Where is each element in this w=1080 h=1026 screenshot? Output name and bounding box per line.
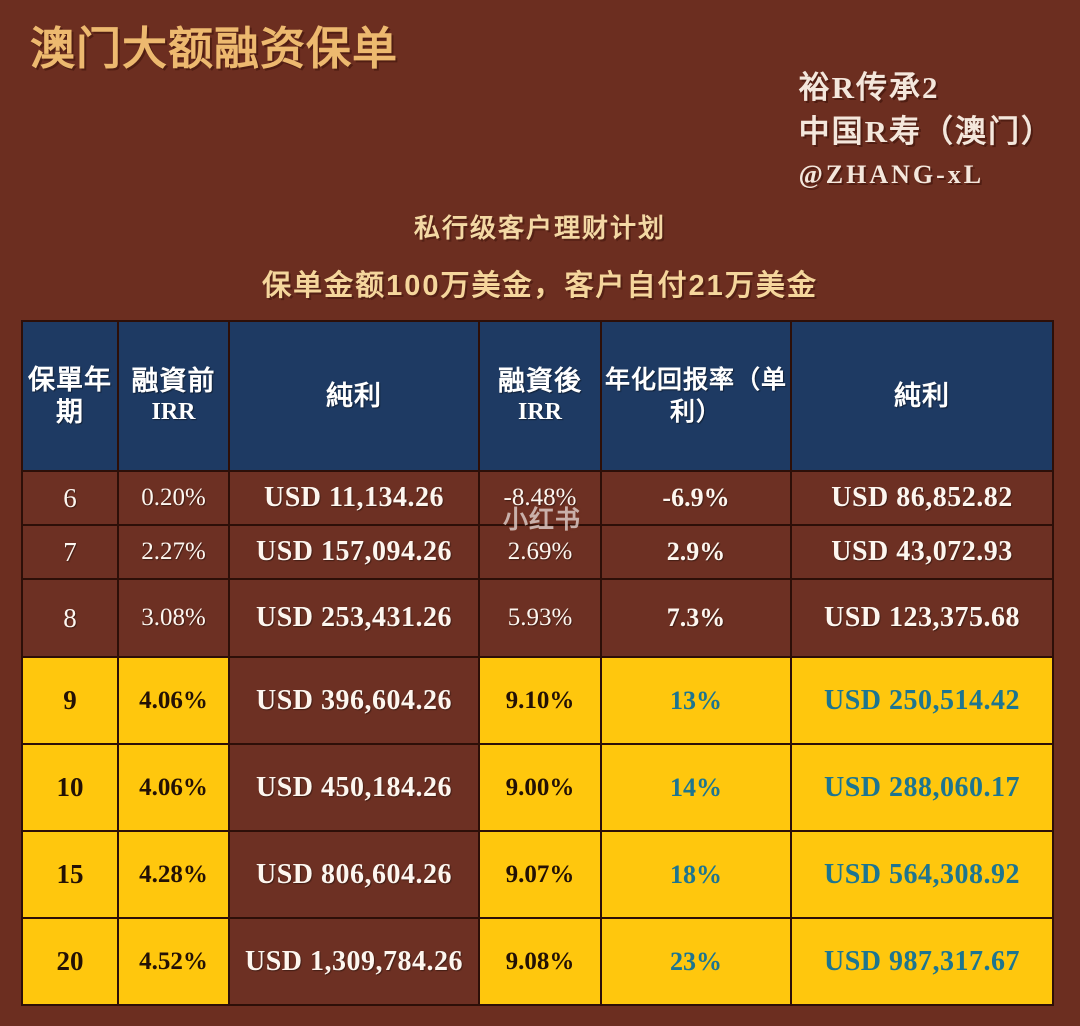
cell-irr-pre: 4.28% [117,830,230,919]
column-header-irr-pre: 融資前 IRR [117,320,230,472]
column-header-irr-pre-label: 融資前 [131,366,216,396]
cell-irr-post: 9.08% [478,917,602,1006]
brand-block: 裕R传承2 中国R寿（澳门） @ZHANG-xL [799,66,1054,196]
cell-net-profit-post: USD 86,852.82 [790,470,1054,526]
subtitle-policy-amount: 保单金额100万美金，客户自付21万美金 [262,270,818,302]
column-header-net-profit-pre-label: 純利 [326,381,382,411]
column-header-net-profit-post: 純利 [790,320,1054,472]
column-header-irr-pre-sub: IRR [151,399,196,425]
column-header-irr-post: 融資後 IRR [478,320,602,472]
cell-policy-year: 8 [21,578,119,658]
page-title: 澳门大额融资保单 [30,23,399,74]
table-row: 10 4.06% USD 450,184.26 9.00% 14% USD 288,060… [21,743,1054,832]
brand-company-name: 中国R寿（澳门） [798,114,1054,149]
column-header-annualized-return: 年化回报率（单利） [600,320,792,472]
cell-irr-post: 9.00% [478,743,602,832]
cell-annualized-return: 23% [600,917,792,1006]
column-header-annualized-return-label: 年化回报率（单利） [604,366,787,426]
table-row: 9 4.06% USD 396,604.26 9.10% 13% USD 250,514.… [21,656,1054,745]
cell-irr-pre: 0.20% [117,470,230,526]
brand-social-handle: @ZHANG-xL [798,160,985,189]
cell-net-profit-pre: USD 157,094.26 [228,524,480,580]
cell-irr-pre: 3.08% [117,578,230,658]
cell-net-profit-pre: USD 1,309,784.26 [228,917,480,1006]
cell-net-profit-post: USD 987,317.67 [790,917,1054,1006]
column-header-irr-post-label: 融資後 [498,366,582,396]
cell-net-profit-post: USD 43,072.93 [790,524,1054,580]
policy-table-container: 保單年期 融資前 IRR 純利 融資後 IRR 年化回报率（单利） 純利 [21,320,1054,1006]
cell-net-profit-pre: USD 450,184.26 [228,743,480,832]
cell-net-profit-pre: USD 253,431.26 [228,578,480,658]
cell-net-profit-post: USD 123,375.68 [790,578,1054,658]
cell-irr-pre: 2.27% [117,524,230,580]
table-row: 8 3.08% USD 253,431.26 5.93% 7.3% USD 123,375… [21,578,1054,658]
cell-net-profit-pre: USD 11,134.26 [228,470,480,526]
cell-irr-post: 2.69% [478,524,602,580]
cell-annualized-return: 2.9% [600,524,792,580]
column-header-policy-year-label: 保單年期 [28,365,112,427]
cell-net-profit-pre: USD 396,604.26 [228,656,480,745]
cell-net-profit-post: USD 564,308.92 [790,830,1054,919]
table-body: 6 0.20% USD 11,134.26 -8.48% -6.9% USD 86,852… [21,470,1054,1006]
table-row: 6 0.20% USD 11,134.26 -8.48% -6.9% USD 86,852… [21,470,1054,526]
cell-irr-pre: 4.52% [117,917,230,1006]
cell-policy-year: 6 [21,470,119,526]
cell-net-profit-pre: USD 806,604.26 [228,830,480,919]
column-header-net-profit-pre: 純利 [228,320,480,472]
table-header-row: 保單年期 融資前 IRR 純利 融資後 IRR 年化回报率（单利） 純利 [21,320,1054,472]
cell-annualized-return: 18% [600,830,792,919]
column-header-policy-year: 保單年期 [21,320,119,472]
cell-annualized-return: -6.9% [600,470,792,526]
table-row: 15 4.28% USD 806,604.26 9.07% 18% USD 564,308… [21,830,1054,919]
cell-irr-pre: 4.06% [117,656,230,745]
cell-irr-pre: 4.06% [117,743,230,832]
cell-irr-post: -8.48% [478,470,602,526]
policy-returns-table: 保單年期 融資前 IRR 純利 融資後 IRR 年化回报率（单利） 純利 [21,320,1054,1006]
brand-product-name: 裕R传承2 [798,70,940,105]
cell-irr-post: 5.93% [478,578,602,658]
table-row: 20 4.52% USD 1,309,784.26 9.08% 23% USD 987,3… [21,917,1054,1006]
cell-annualized-return: 13% [600,656,792,745]
subtitle-plan-type: 私行级客户理财计划 [413,213,666,243]
cell-annualized-return: 14% [600,743,792,832]
cell-policy-year: 9 [21,656,119,745]
cell-policy-year: 10 [21,743,119,832]
cell-annualized-return: 7.3% [600,578,792,658]
cell-policy-year: 15 [21,830,119,919]
page-header: 澳门大额融资保单 裕R传承2 中国R寿（澳门） @ZHANG-xL 私行级客户理… [0,0,1080,310]
cell-policy-year: 7 [21,524,119,580]
cell-irr-post: 9.10% [478,656,602,745]
column-header-irr-post-sub: IRR [517,399,562,425]
column-header-net-profit-post-label: 純利 [894,381,950,411]
cell-net-profit-post: USD 250,514.42 [790,656,1054,745]
cell-net-profit-post: USD 288,060.17 [790,743,1054,832]
cell-policy-year: 20 [21,917,119,1006]
cell-irr-post: 9.07% [478,830,602,919]
table-row: 7 2.27% USD 157,094.26 2.69% 2.9% USD 43,072.… [21,524,1054,580]
